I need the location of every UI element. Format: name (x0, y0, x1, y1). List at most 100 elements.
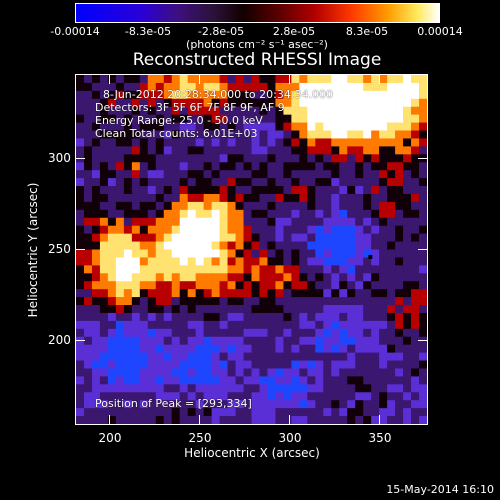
image-pixel (275, 233, 284, 242)
image-pixel (283, 320, 292, 330)
image-pixel (219, 344, 228, 353)
image-pixel (243, 281, 252, 290)
image-pixel (387, 225, 396, 234)
image-pixel (291, 400, 300, 409)
image-pixel (259, 265, 268, 274)
image-pixel (139, 162, 149, 171)
image-pixel (331, 186, 340, 195)
image-pixel (211, 201, 220, 211)
image-pixel (411, 408, 420, 417)
image-pixel (299, 138, 308, 147)
image-pixel (315, 352, 324, 361)
image-pixel (259, 75, 268, 84)
image-pixel (99, 170, 109, 179)
image-pixel (339, 138, 348, 147)
image-pixel (355, 408, 364, 417)
image-pixel (235, 312, 244, 322)
image-pixel (323, 201, 332, 211)
image-pixel (411, 368, 420, 377)
image-pixel (363, 360, 372, 369)
image-pixel (211, 217, 220, 227)
image-pixel (83, 82, 93, 92)
colorbar (75, 3, 440, 23)
image-pixel (395, 201, 404, 211)
image-pixel (283, 392, 292, 401)
image-pixel (419, 178, 427, 187)
image-pixel (211, 90, 220, 100)
image-pixel (267, 186, 276, 195)
image-pixel (379, 186, 388, 195)
image-pixel (355, 360, 364, 369)
image-pixel (123, 98, 133, 108)
image-pixel (155, 336, 165, 346)
image-pixel (339, 130, 348, 139)
image-pixel (291, 312, 300, 322)
image-pixel (171, 90, 181, 100)
image-pixel (283, 146, 292, 155)
image-pixel (251, 241, 260, 250)
image-pixel (123, 90, 133, 100)
image-pixel (83, 408, 93, 417)
image-pixel (163, 217, 173, 227)
image-pixel (251, 368, 260, 377)
image-pixel (203, 312, 212, 322)
image-pixel (147, 170, 157, 179)
image-pixel (395, 320, 404, 330)
image-pixel (355, 225, 364, 234)
image-pixel (99, 408, 109, 417)
image-pixel (171, 233, 181, 242)
image-pixel (139, 209, 149, 219)
image-pixel (203, 138, 212, 147)
image-pixel (283, 193, 292, 203)
image-pixel (107, 106, 117, 116)
image-pixel (411, 201, 420, 211)
image-pixel (227, 233, 236, 242)
image-pixel (403, 217, 412, 227)
image-pixel (403, 90, 412, 100)
colorbar-tick-label: -0.00014 (50, 25, 100, 38)
image-pixel (123, 193, 133, 203)
image-pixel (419, 408, 427, 417)
image-pixel (163, 376, 173, 385)
image-pixel (123, 146, 133, 155)
image-pixel (131, 328, 141, 338)
image-pixel (371, 225, 380, 234)
image-pixel (203, 75, 212, 84)
image-pixel (403, 352, 412, 361)
image-pixel (147, 400, 157, 409)
image-pixel (195, 320, 204, 330)
image-pixel (339, 178, 348, 187)
image-pixel (363, 352, 372, 361)
image-pixel (131, 98, 141, 108)
image-pixel (395, 416, 404, 424)
image-pixel (131, 344, 141, 353)
image-pixel (395, 178, 404, 187)
image-pixel (219, 209, 228, 219)
image-pixel (91, 138, 101, 147)
image-pixel (331, 328, 340, 338)
image-pixel (291, 90, 300, 100)
image-pixel (363, 162, 372, 171)
image-pixel (76, 416, 85, 424)
image-pixel (275, 106, 284, 116)
image-pixel (315, 201, 324, 211)
image-pixel (211, 392, 220, 401)
image-pixel (275, 257, 284, 266)
image-pixel (315, 98, 324, 108)
image-pixel (275, 289, 284, 298)
image-pixel (107, 360, 117, 369)
image-pixel (76, 146, 85, 155)
image-pixel (227, 376, 236, 385)
image-pixel (363, 114, 372, 123)
image-pixel (139, 154, 149, 163)
image-pixel (99, 305, 109, 314)
image-pixel (339, 186, 348, 195)
image-pixel (291, 170, 300, 179)
image-pixel (419, 209, 427, 219)
image-pixel (123, 328, 133, 338)
image-pixel (331, 344, 340, 353)
image-pixel (419, 328, 427, 338)
image-pixel (235, 178, 244, 187)
image-pixel (331, 376, 340, 385)
image-pixel (131, 376, 141, 385)
